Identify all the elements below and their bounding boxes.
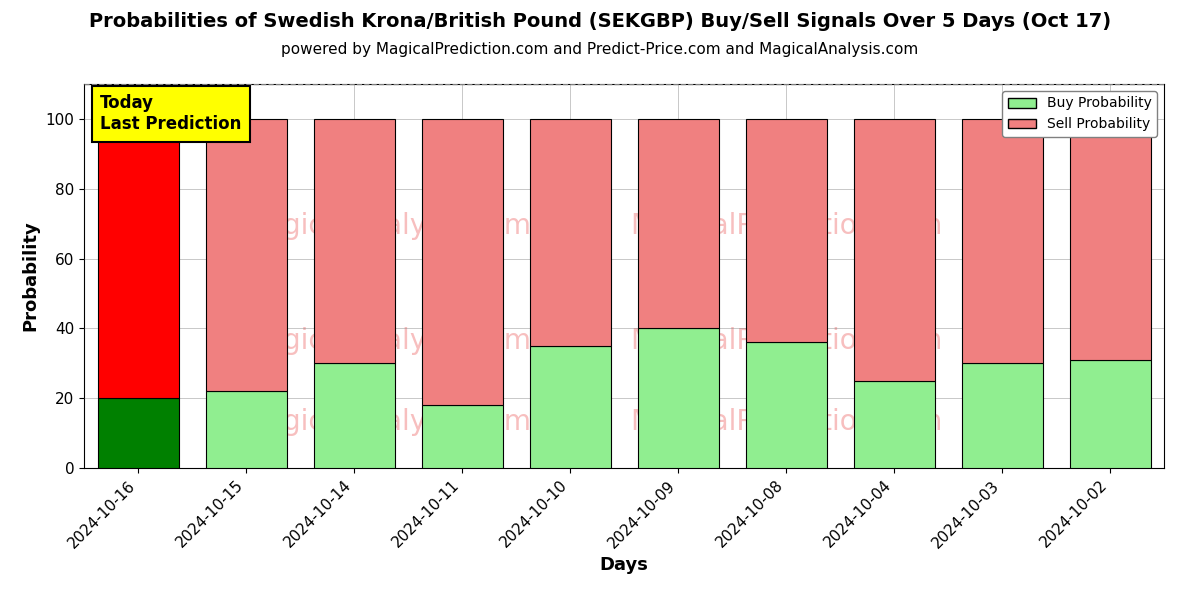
Text: MagicalPrediction.com: MagicalPrediction.com [630,212,942,240]
Text: Today
Last Prediction: Today Last Prediction [101,94,241,133]
Bar [637,119,719,328]
Bar [529,346,611,468]
Bar [961,119,1043,363]
Text: MagicalPrediction.com: MagicalPrediction.com [630,408,942,436]
Bar [97,119,179,398]
Bar [421,119,503,405]
Bar [1069,360,1151,468]
Text: powered by MagicalPrediction.com and Predict-Price.com and MagicalAnalysis.com: powered by MagicalPrediction.com and Pre… [281,42,919,57]
Bar [529,119,611,346]
Text: MagicalAnalysis.com: MagicalAnalysis.com [242,327,530,355]
Y-axis label: Probability: Probability [22,221,40,331]
Bar [205,119,287,391]
Bar [853,119,935,381]
Legend: Buy Probability, Sell Probability: Buy Probability, Sell Probability [1002,91,1157,137]
Bar [961,363,1043,468]
Text: Probabilities of Swedish Krona/British Pound (SEKGBP) Buy/Sell Signals Over 5 Da: Probabilities of Swedish Krona/British P… [89,12,1111,31]
X-axis label: Days: Days [600,556,648,574]
Bar [1069,119,1151,360]
Bar [421,405,503,468]
Bar [313,363,395,468]
Text: MagicalAnalysis.com: MagicalAnalysis.com [242,212,530,240]
Bar [853,381,935,468]
Bar [745,119,827,343]
Bar [97,398,179,468]
Text: MagicalPrediction.com: MagicalPrediction.com [630,327,942,355]
Bar [205,391,287,468]
Text: MagicalAnalysis.com: MagicalAnalysis.com [242,408,530,436]
Bar [637,328,719,468]
Bar [745,343,827,468]
Bar [313,119,395,363]
